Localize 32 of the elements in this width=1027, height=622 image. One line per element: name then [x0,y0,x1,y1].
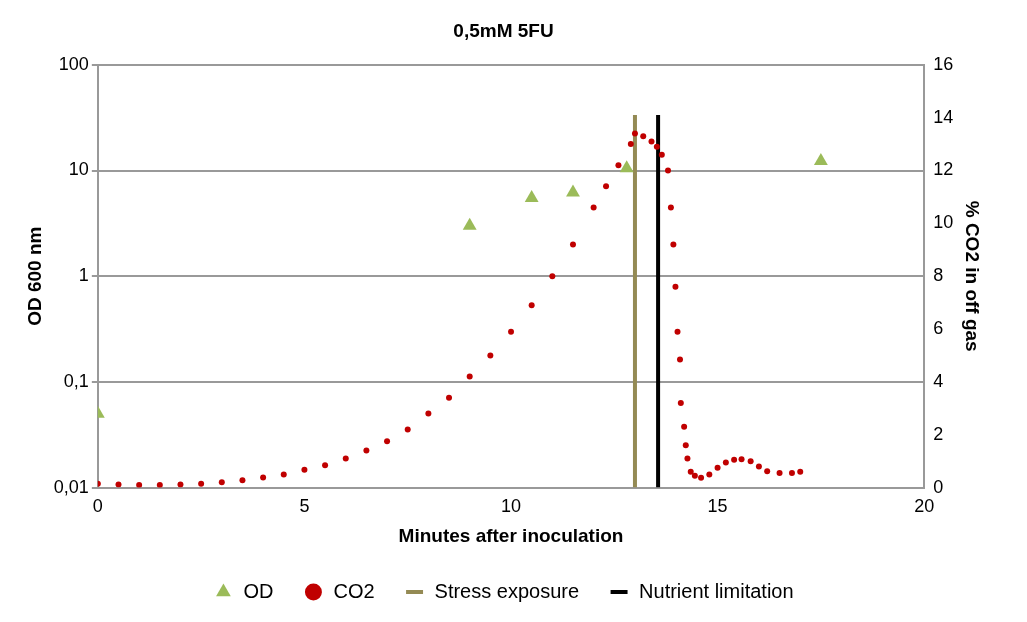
legend-label: Nutrient limitation [639,579,794,602]
y-tick-label: 1 [78,265,89,286]
y-tick-label: 10 [68,159,89,180]
x-axis-title: Minutes after inoculation [398,524,624,546]
y-tick-label: 100 [58,53,89,74]
chart-title: 0,5mM 5FU [453,19,554,41]
point [619,160,634,173]
y-axis-title: OD 600 nm [23,226,45,326]
x-tick-label: 15 [707,496,728,517]
y2-tick-label: 2 [933,423,944,444]
point [524,189,539,202]
y-tick-label: 0,01 [53,476,89,497]
point [813,153,828,165]
point [566,184,580,197]
y2-axis-title: % CO2 in off gas [962,200,984,352]
y-tick-label: 0,1 [63,370,89,391]
legend-label: OD [243,579,274,602]
y2-tick-label: 14 [933,106,954,127]
legend-label: CO2 [333,579,375,602]
y2-tick-label: 6 [933,318,944,339]
y2-tick-label: 8 [933,265,944,286]
legend-label: Stress exposure [434,579,580,602]
y2-tick-label: 10 [933,212,954,233]
point [462,217,477,230]
x-tick-label: 5 [299,496,310,517]
x-tick-label: 10 [500,496,522,517]
y2-tick-label: 4 [933,370,944,391]
x-tick-label: 0 [92,496,103,517]
y2-tick-label: 16 [933,53,954,74]
y2-tick-label: 12 [933,159,954,180]
x-tick-label: 20 [914,496,935,517]
y2-tick-label: 0 [933,476,944,497]
